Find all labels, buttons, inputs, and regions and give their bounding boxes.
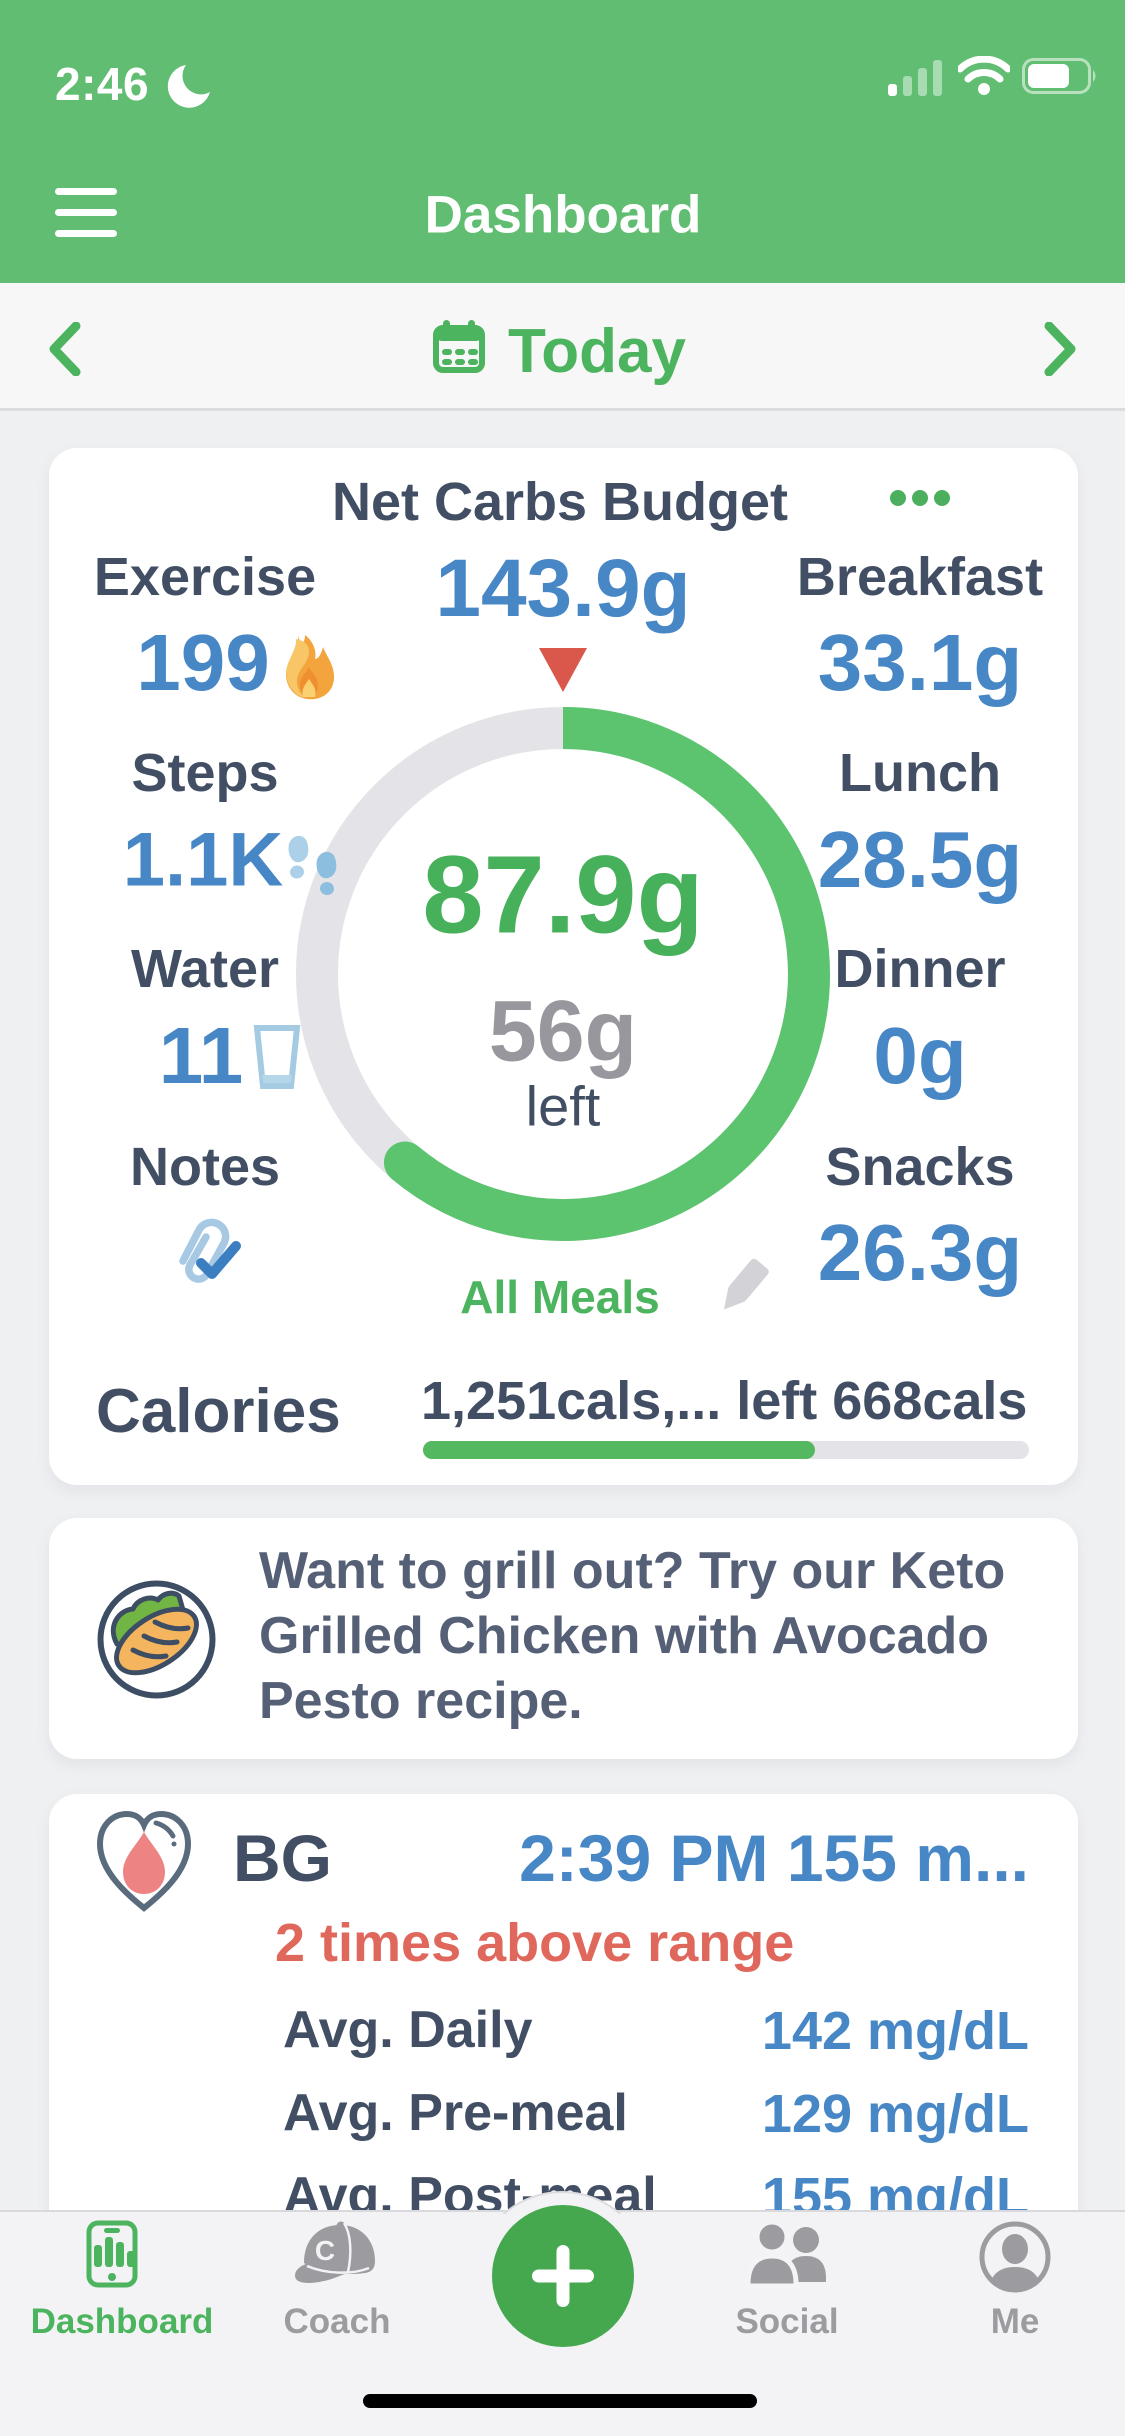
svg-text:C: C [315,2235,335,2266]
